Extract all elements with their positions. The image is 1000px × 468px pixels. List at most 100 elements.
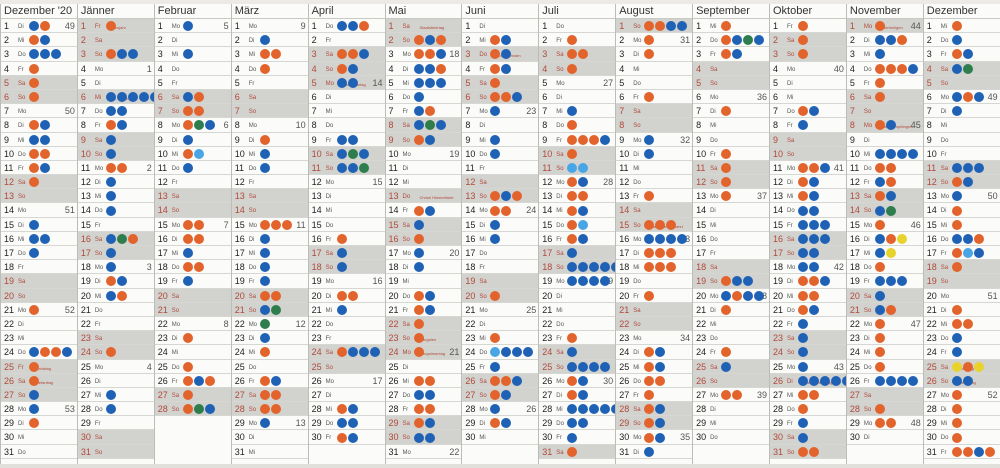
day-row[interactable]: 4 Mo 40 [770,62,847,76]
day-row[interactable]: 19 Do [616,274,694,289]
day-row[interactable]: 27 So [1,387,78,403]
day-row[interactable]: 5 Fr [846,76,924,90]
day-row[interactable]: 31 Sa [539,444,617,459]
day-row[interactable]: 15 Di [1,218,78,232]
day-row[interactable]: 5 Di [770,76,847,90]
day-row[interactable]: 8 Mo 6 [154,118,232,133]
day-row[interactable]: 12 Sa [1,175,78,190]
day-row[interactable]: 26 Mo 30 [539,374,617,388]
day-row[interactable]: 12 Sa [462,175,540,190]
day-row[interactable]: 2 Do [923,33,1000,48]
day-row[interactable]: 21 Mi [539,303,617,317]
day-row[interactable]: 8 Mo Mariä Empfängnis 45 [846,118,924,133]
day-row[interactable]: 29 Mo 13 [231,416,309,431]
day-row[interactable]: 3 Di [616,47,694,62]
day-row[interactable]: 31 Di [616,445,694,459]
day-row[interactable]: 21 Di [693,303,770,317]
day-row[interactable]: 22 Mi [923,317,1000,332]
day-row[interactable]: 6 Sa [231,89,309,105]
day-row[interactable]: 29 Di [462,416,540,431]
day-row[interactable]: 22 Di [462,317,540,332]
day-row[interactable]: 7 Sa [616,104,694,119]
day-row[interactable]: 31 So [770,444,847,459]
day-row[interactable]: 15SoMariä Himmelfahrt [616,217,694,232]
day-row[interactable]: 2 Di [846,33,924,48]
day-row[interactable]: 13 Fr [616,189,694,204]
day-row[interactable]: 20 So [462,288,540,303]
day-row[interactable]: 3 Do [1,47,78,62]
day-row[interactable]: 3 Mi [231,47,309,62]
day-row[interactable]: 4 Fr [1,62,78,76]
day-row[interactable]: 5 Mi [385,76,463,90]
day-row[interactable]: 16 Di [231,232,309,246]
day-row[interactable]: 27 Mo 52 [923,388,1000,403]
day-row[interactable]: 12 Do [616,175,694,190]
day-row[interactable]: 3 Mo 18 [385,47,463,62]
day-row[interactable]: 13 Mi [770,189,847,204]
day-row[interactable]: 14 Mi [308,203,386,218]
day-row[interactable]: 1 Fr Neujahr [77,19,155,34]
day-row[interactable]: 12 So [923,175,1000,190]
day-row[interactable]: 14 Sa [616,203,694,218]
day-row[interactable]: 13 Sa [154,189,232,204]
day-row[interactable]: 8 Mi [923,118,1000,133]
day-row[interactable]: 7 Mi [308,104,386,119]
day-row[interactable]: 19 So [923,274,1000,289]
day-row[interactable]: 26 Mi [385,374,463,388]
day-row[interactable]: 23 Di [846,331,924,346]
day-row[interactable]: 22 Sa [385,316,463,332]
day-row[interactable]: 18 Mo 42 [770,260,847,275]
day-row[interactable]: 10 So [770,146,847,161]
day-row[interactable]: 2 So [385,33,463,48]
day-row[interactable]: 20 So [1,288,78,303]
day-row[interactable]: 4 Mo 1 [77,62,155,76]
day-row[interactable]: 25 Di [385,360,463,374]
day-row[interactable]: 21 Di [923,303,1000,317]
day-row[interactable]: 23 Di [231,331,309,346]
day-row[interactable]: 11 So [308,160,386,176]
day-row[interactable]: 28 Fr [385,402,463,417]
day-row[interactable]: 28 Mo 26 [462,402,540,417]
day-row[interactable]: 14 Fr [385,203,463,218]
day-row[interactable]: 24 Do [1,345,78,360]
day-row[interactable]: 30 Fr [539,430,617,445]
day-row[interactable]: 25 So [539,359,617,374]
day-row[interactable]: 11 Mo 41 [770,161,847,176]
day-row[interactable]: 12 Mo 15 [308,175,386,190]
day-row[interactable]: 6 Sa [154,89,232,105]
day-row[interactable]: 22 Di [1,317,78,332]
day-row[interactable]: 10 Mi [231,147,309,161]
day-row[interactable]: 4 Do [154,62,232,76]
day-row[interactable]: 24 Do [462,345,540,360]
day-row[interactable]: 28 Sa [616,402,694,417]
day-row[interactable]: 23 Do [923,331,1000,346]
day-row[interactable]: 12 Mo 28 [539,175,617,190]
day-row[interactable]: 13 So [462,189,540,204]
day-row[interactable]: 18 Fr [462,260,540,275]
day-row[interactable]: 27 Mo 39 [693,388,770,403]
day-row[interactable]: 16 Sa [770,231,847,246]
day-row[interactable]: 26 So [693,373,770,388]
day-row[interactable]: 7 Di [923,104,1000,119]
day-row[interactable]: 30 Do [693,430,770,445]
day-row[interactable]: 20 Sa [154,288,232,303]
day-row[interactable]: 13 Mo 37 [693,189,770,204]
day-row[interactable]: 4 Sa [693,61,770,76]
day-row[interactable]: 19 So [693,274,770,289]
day-row[interactable]: 29 Mo 48 [846,416,924,431]
day-row[interactable]: 21 So [231,302,309,317]
day-row[interactable]: 28 Di [923,402,1000,417]
day-row[interactable]: 9 Sa [77,132,155,147]
day-row[interactable]: 5 Sa [462,75,540,90]
day-row[interactable]: 31 Mi [231,445,309,459]
day-row[interactable]: 7 Fr [385,104,463,119]
day-row[interactable]: 26 Do [616,374,694,388]
day-row[interactable]: 25 Fr [462,360,540,374]
day-row[interactable]: 16 Di [154,232,232,246]
day-row[interactable]: 27 Di [539,388,617,403]
day-row[interactable]: 31 So [77,444,155,459]
day-row[interactable]: 5MoOstermontag14 [308,75,386,90]
day-row[interactable]: 24 So [77,345,155,360]
day-row[interactable]: 18 Do [154,260,232,275]
day-row[interactable]: 28 Do [77,402,155,417]
